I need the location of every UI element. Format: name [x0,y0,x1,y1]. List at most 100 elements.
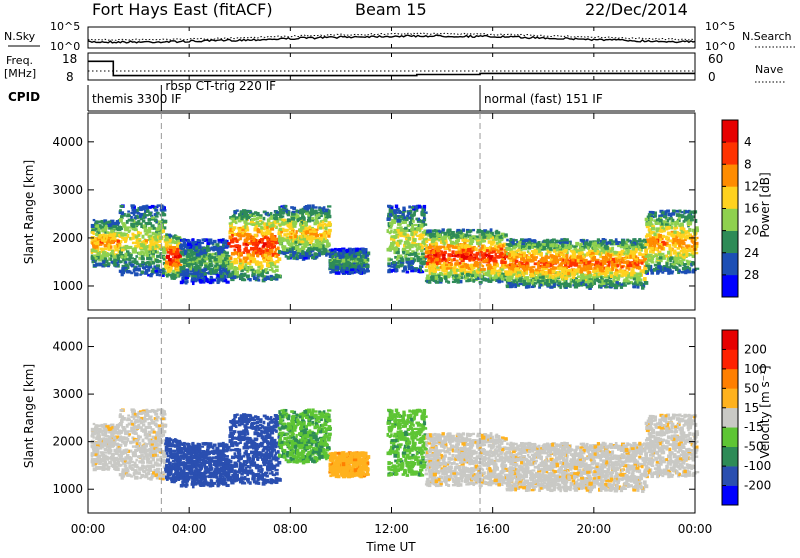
power-echo [113,258,117,262]
power-echo [292,257,296,260]
power-echo [400,264,404,267]
power-echo [148,221,151,224]
power-echo [180,259,184,262]
power-echo [130,223,134,227]
power-echo [294,234,297,238]
power-echo [395,205,398,209]
power-echo [350,268,354,271]
power-echo [156,273,159,276]
power-echo [312,228,316,230]
power-echo [201,238,205,241]
power-echo [450,241,454,245]
power-echo [447,253,451,257]
power-echo [253,215,256,217]
power-echo [389,209,393,213]
power-echo [435,243,438,247]
power-echo [238,245,241,249]
power-echo [506,284,509,286]
power-echo [434,229,437,232]
power-echo [291,217,295,221]
power-echo [263,242,267,245]
power-echo [404,230,408,232]
power-echo [494,245,496,249]
power-echo [142,235,145,239]
power-echo [243,273,246,276]
power-echo [221,264,225,268]
power-echo [220,271,223,273]
power-echo [239,252,243,256]
power-echo [396,266,400,269]
power-echo [489,252,493,254]
power-echo [234,211,237,215]
power-echo [124,253,127,256]
power-echo [128,229,131,231]
power-echo [267,257,270,261]
power-echo [481,245,484,249]
freq-tick-top: 18 [62,52,77,66]
power-echo [331,248,334,251]
power-echo [131,257,134,259]
power-echo [130,263,133,266]
power-echo [421,252,425,255]
power-echo [216,263,219,266]
power-echo [218,256,221,259]
power-echo [337,248,341,251]
power-echo [209,269,212,273]
power-echo [362,249,366,253]
power-echo [139,215,142,218]
power-echo [174,274,176,277]
power-echo [329,255,332,258]
power-echo [95,233,98,237]
power-echo [261,265,264,268]
power-echo [131,206,134,209]
power-echo [496,231,500,234]
power-echo [229,272,233,275]
power-echo [412,227,415,231]
power-echo [491,247,495,251]
power-echo [145,269,149,272]
power-echo [270,278,273,281]
power-echo [182,270,185,273]
nsky-label: N.Sky [4,30,36,43]
power-echo [455,241,458,244]
power-echo [402,251,405,253]
power-echo [162,250,166,253]
power-echo [93,219,96,221]
power-echo [211,253,214,256]
power-echo [316,221,319,224]
power-echo [91,231,94,234]
power-echo [345,271,349,274]
power-echo [135,255,137,258]
noise-panel: N.Sky 10^5 10^0 10^5 10^0 N.Search [4,20,795,53]
power-echo [236,273,238,276]
power-echo [239,259,242,263]
power-echo [286,230,289,232]
power-echo [216,274,219,277]
power-echo [412,220,415,223]
power-echo [441,228,444,231]
power-echo [428,281,432,284]
power-echo [444,232,447,234]
power-echo [204,272,207,275]
power-echo [270,237,274,241]
power-echo [452,269,456,272]
power-echo [472,229,475,231]
power-echo [357,258,361,261]
power-echo [414,268,417,272]
power-echo [141,271,145,274]
power-echo [350,255,354,258]
power-echo [460,266,463,268]
power-echo [200,250,203,253]
power-echo [281,211,284,214]
power-echo [113,222,117,225]
power-echo [410,260,414,264]
power-echo [421,241,425,244]
power-echo [496,242,499,245]
nsearch-tick-top: 10^5 [705,20,735,33]
power-echo [446,267,450,269]
power-echo [443,272,447,274]
power-echo [287,213,290,216]
power-echo [245,257,248,261]
power-echo [270,212,273,215]
power-echo [285,239,289,242]
